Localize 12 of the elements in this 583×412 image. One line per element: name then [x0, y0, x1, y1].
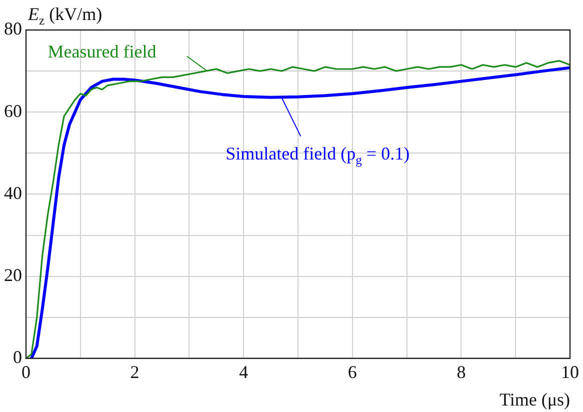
x-axis-title: Time (μs) — [500, 389, 570, 410]
x-tick-label: 4 — [239, 362, 248, 382]
y-tick-label: 0 — [13, 347, 22, 368]
x-tick-label: 2 — [130, 362, 140, 382]
y-tick-label: 60 — [4, 100, 22, 121]
y-tick-label: 20 — [4, 265, 22, 286]
x-tick-label: 8 — [456, 362, 466, 382]
x-tick-label: 6 — [348, 362, 357, 382]
legend-label: Measured field — [48, 41, 156, 62]
x-tick-label: 10 — [561, 362, 579, 382]
y-tick-label: 40 — [4, 182, 22, 203]
y-tick-label: 80 — [4, 18, 22, 39]
